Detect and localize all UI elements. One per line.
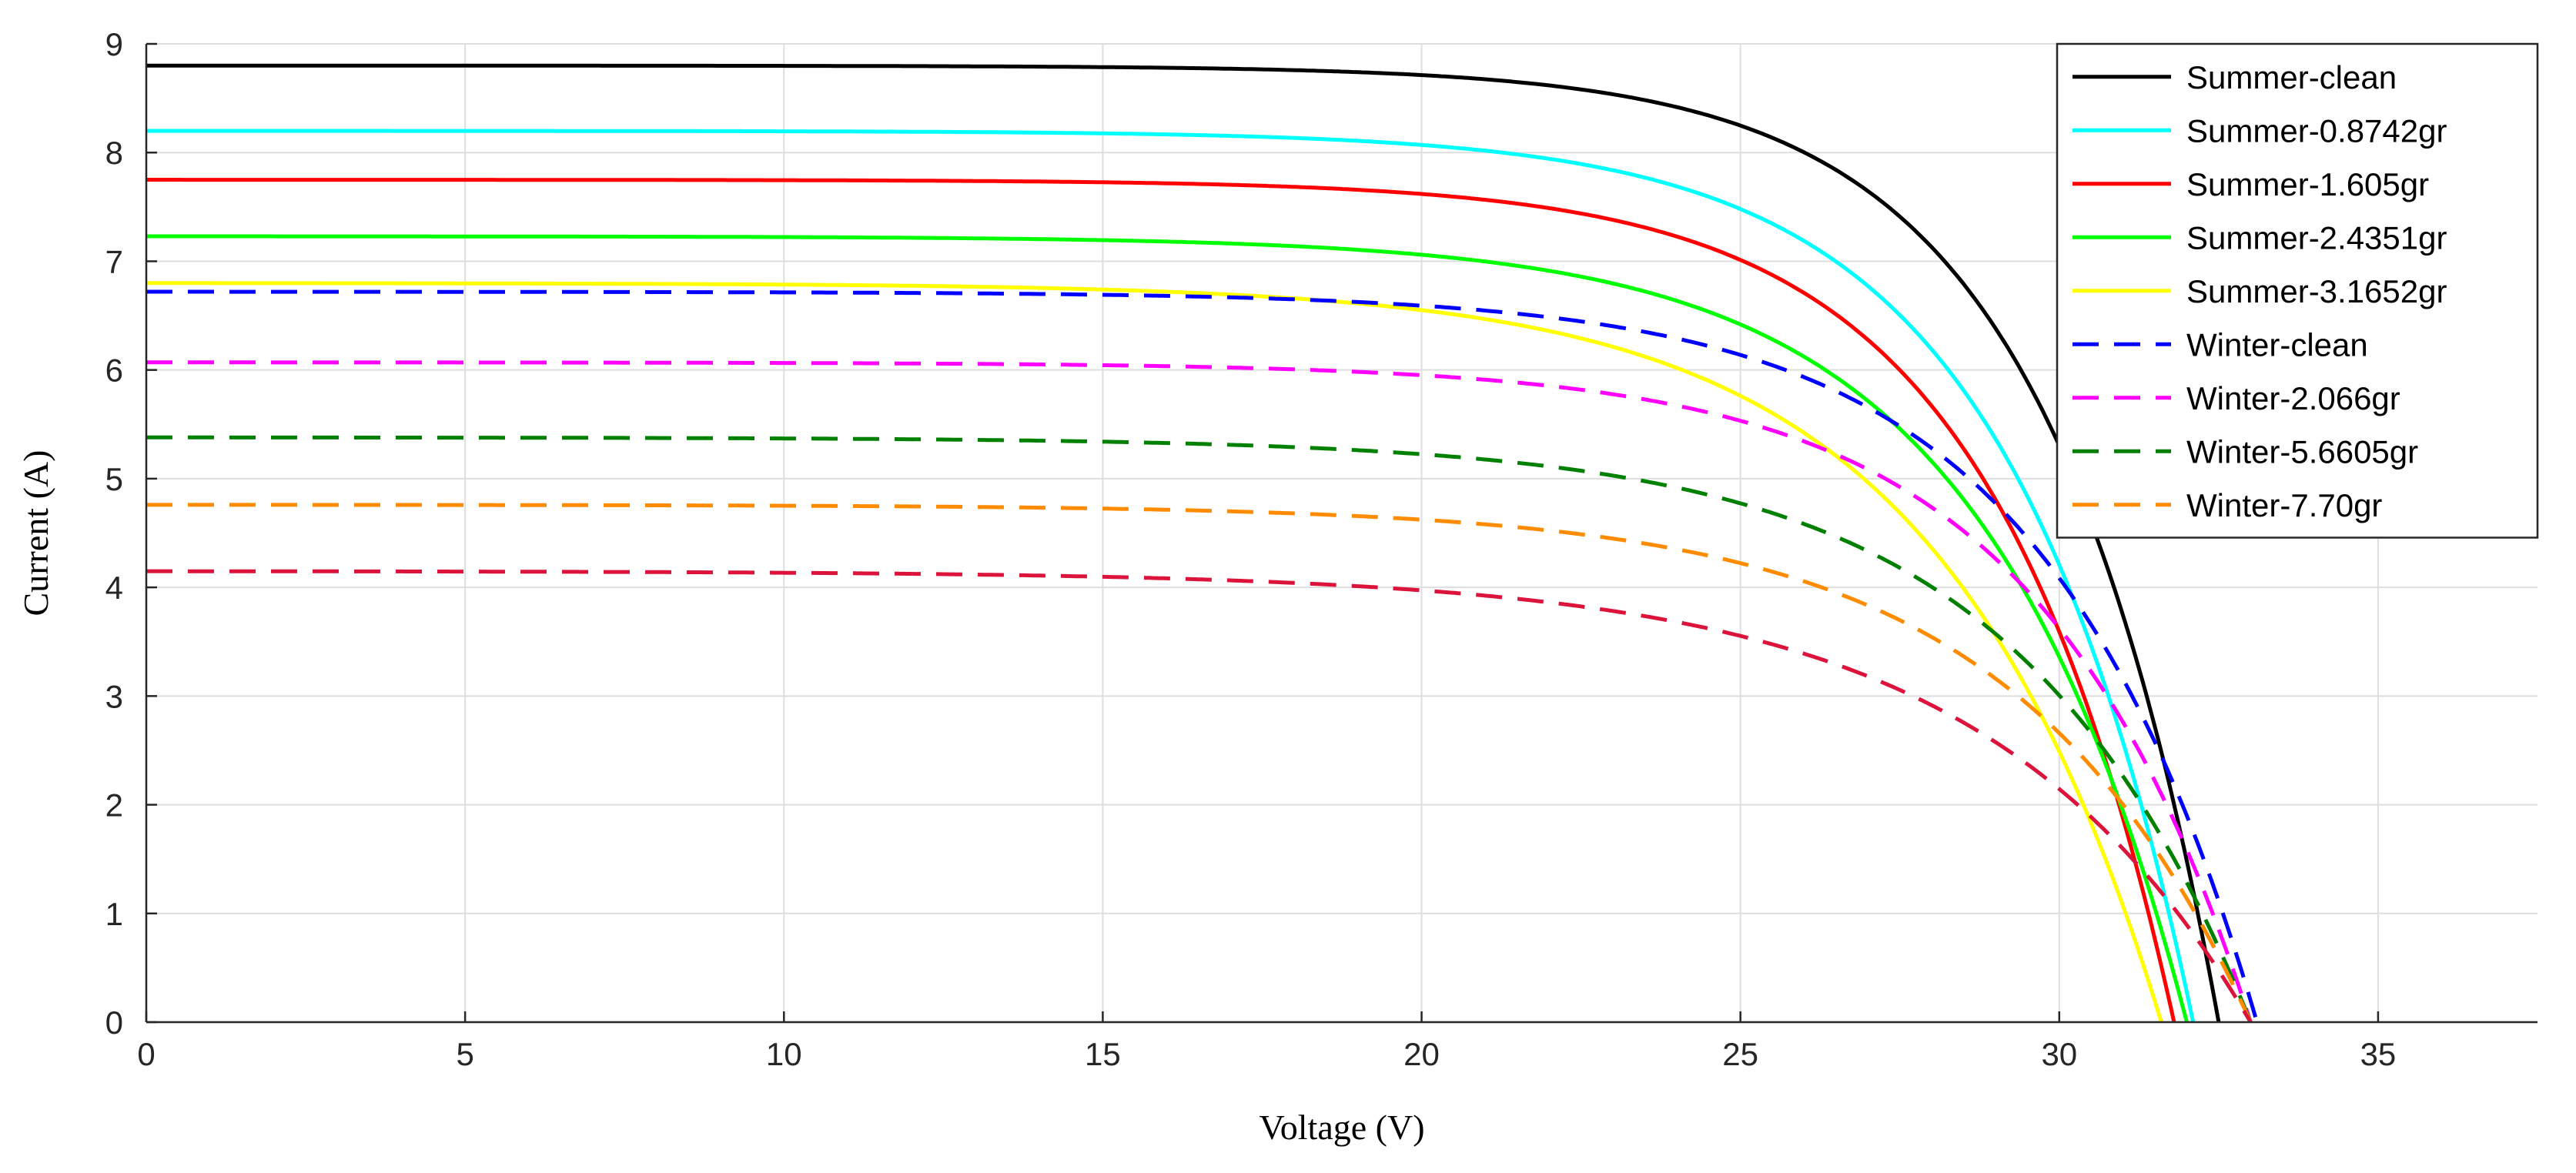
x-tick-label-4: 20: [1403, 1036, 1440, 1072]
series-lines: [146, 63, 2259, 1024]
legend-label-4: Summer-3.1652gr: [2186, 273, 2447, 309]
y-tick-label-2: 2: [105, 787, 123, 824]
legend-label-5: Winter-clean: [2186, 326, 2368, 363]
x-axis-label: Voltage (V): [1259, 1108, 1424, 1147]
x-tick-label-6: 30: [2041, 1036, 2077, 1072]
legend-label-7: Winter-5.6605gr: [2186, 433, 2418, 470]
legend-label-6: Winter-2.066gr: [2186, 380, 2400, 416]
legend-label-2: Summer-1.605gr: [2186, 166, 2429, 202]
y-tick-label-0: 0: [105, 1004, 123, 1041]
series-line-winter-2-066gr: [146, 360, 2253, 1023]
x-tick-label-0: 0: [137, 1036, 155, 1072]
y-tick-label-9: 9: [105, 26, 123, 62]
y-tick-label-8: 8: [105, 135, 123, 171]
series-line-summer-1-605gr: [146, 178, 2176, 1023]
series-line-winter-clean: [146, 289, 2259, 1023]
legend-label-1: Summer-0.8742gr: [2186, 112, 2447, 149]
legend-label-3: Summer-2.4351gr: [2186, 219, 2447, 256]
x-tick-label-1: 5: [456, 1036, 473, 1072]
series-line-unlabeled-9: [146, 569, 2253, 1024]
x-tick-label-7: 35: [2360, 1036, 2397, 1072]
y-axis-ticks: 0 1 2 3 4 5 6 7 8 9: [105, 26, 157, 1041]
y-axis-label: Current (A): [16, 450, 55, 617]
legend: Summer-clean Summer-0.8742gr Summer-1.605g…: [2056, 42, 2539, 539]
legend-label-0: Summer-clean: [2186, 59, 2397, 95]
x-tick-label-5: 25: [1722, 1036, 1758, 1072]
x-axis-ticks: 0 5 10 15 20 25 30 35: [137, 1011, 2396, 1072]
series-line-winter-7-70gr: [146, 503, 2253, 1024]
y-tick-label-6: 6: [105, 353, 123, 389]
y-tick-label-4: 4: [105, 570, 123, 606]
series-line-summer-clean: [146, 63, 2221, 1023]
x-tick-label-3: 15: [1085, 1036, 1121, 1072]
y-tick-label-1: 1: [105, 896, 123, 932]
series-line-summer-0-8742gr: [146, 129, 2196, 1023]
y-tick-label-7: 7: [105, 243, 123, 279]
y-tick-label-5: 5: [105, 461, 123, 497]
y-tick-label-3: 3: [105, 678, 123, 714]
series-line-summer-2-4351gr: [146, 234, 2189, 1023]
x-tick-label-2: 10: [766, 1036, 802, 1072]
series-line-winter-5-6605gr: [146, 435, 2253, 1023]
legend-label-8: Winter-7.70gr: [2186, 487, 2382, 523]
